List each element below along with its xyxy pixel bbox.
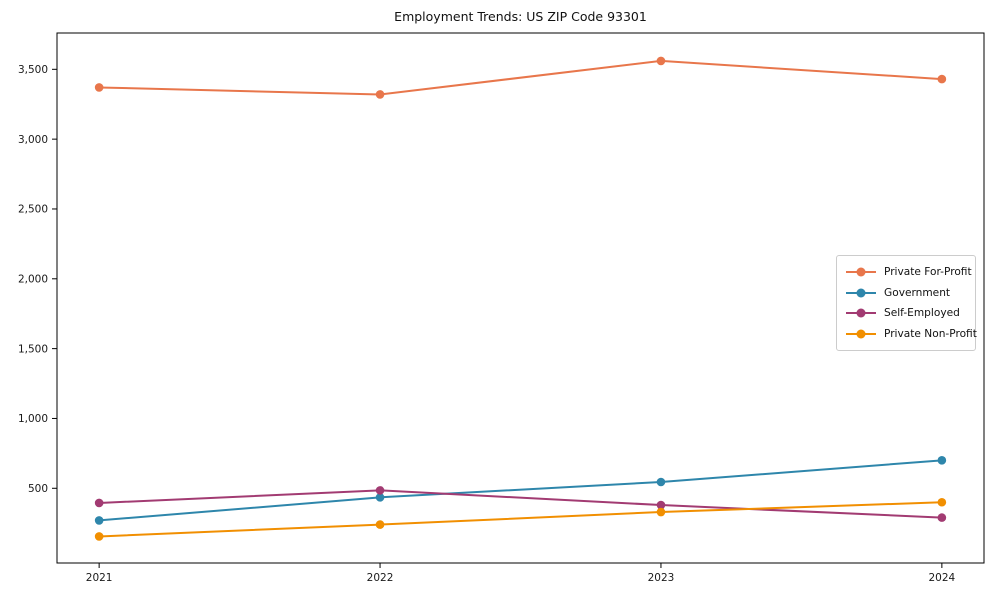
data-point-marker (937, 74, 947, 84)
legend-item: Self-Employed (846, 307, 969, 319)
legend-line-marker-swatch (846, 288, 876, 298)
legend-item: Government (846, 287, 969, 299)
legend-line-marker-swatch (846, 267, 876, 277)
legend-label: Government (884, 286, 951, 299)
series-line-private-non-profit (99, 501, 942, 538)
data-point-marker (94, 516, 104, 525)
x-axis-tick-label: 2021 (86, 572, 113, 584)
series-line-government (99, 459, 942, 522)
x-axis-tick-label: 2024 (928, 572, 955, 584)
y-axis-tick-label: 2,000 (18, 273, 48, 285)
x-axis-tick-label: 2022 (367, 572, 394, 584)
data-point-marker (656, 56, 666, 66)
legend-line-marker-swatch (846, 308, 876, 318)
series-line-private-for-profit (99, 59, 942, 96)
plot-border (56, 32, 985, 564)
legend-label: Self-Employed (884, 307, 960, 320)
legend-item: Private Non-Profit (846, 328, 977, 340)
y-axis-tick-label: 3,000 (18, 134, 48, 146)
y-axis-tick-label: 2,500 (18, 204, 48, 216)
data-point-marker (375, 520, 385, 529)
data-point-marker (937, 497, 947, 507)
y-axis-tick-label: 3,500 (18, 64, 48, 76)
data-point-marker (375, 486, 385, 495)
legend-label: Private For-Profit (884, 266, 972, 279)
x-axis-tick-label: 2023 (648, 572, 675, 584)
y-axis-tick-label: 1,500 (18, 343, 48, 355)
data-point-marker (94, 532, 104, 541)
data-point-marker (94, 498, 104, 508)
legend-line-marker-swatch (846, 329, 876, 339)
data-point-marker (937, 513, 947, 522)
legend-item: Private For-Profit (846, 266, 972, 279)
data-point-marker (656, 477, 666, 487)
chart-title: Employment Trends: US ZIP Code 93301 (394, 9, 647, 24)
data-point-marker (375, 90, 385, 99)
data-point-marker (937, 456, 947, 465)
data-point-marker (656, 500, 666, 510)
data-point-marker (94, 83, 104, 92)
legend-label: Private Non-Profit (884, 327, 977, 340)
data-point-marker (656, 507, 666, 517)
series-line-self-employed (99, 489, 942, 519)
data-point-marker (375, 493, 385, 502)
legend: Private For-Profit Government Self-Employe… (836, 255, 977, 351)
y-axis-tick-label: 500 (28, 483, 48, 495)
y-axis-tick-label: 1,000 (18, 413, 48, 425)
